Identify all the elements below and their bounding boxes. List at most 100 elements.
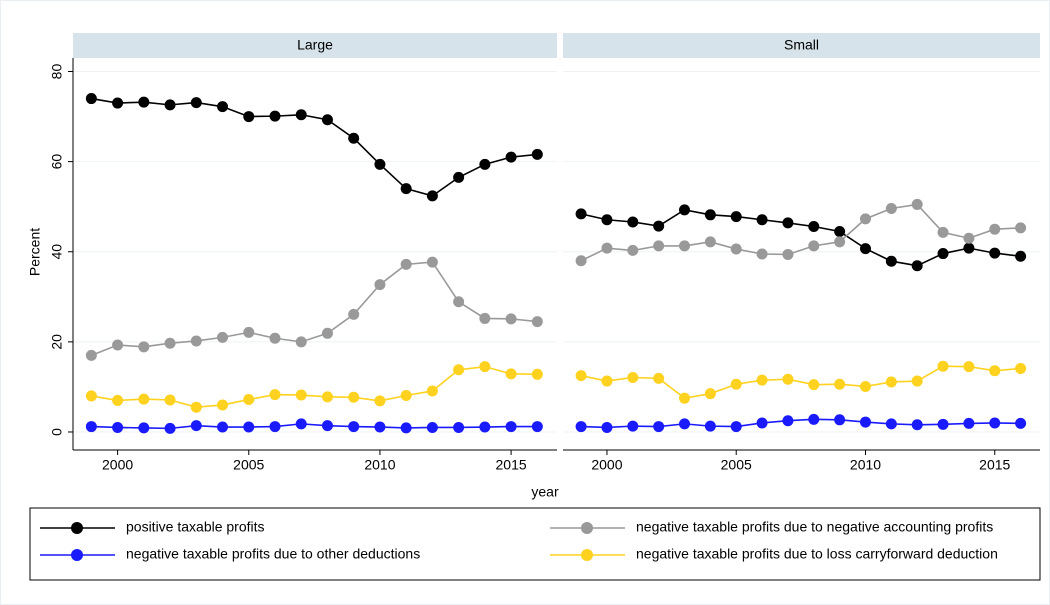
data-point (348, 308, 360, 320)
data-point (911, 419, 923, 431)
data-point (885, 202, 897, 214)
x-tick-label: 2000 (591, 457, 622, 473)
data-point (1015, 222, 1027, 234)
data-point (269, 332, 281, 344)
data-point (321, 391, 333, 403)
data-point (400, 422, 412, 434)
data-point (704, 420, 716, 432)
data-point (85, 349, 97, 361)
panel-header (563, 33, 1040, 58)
legend-marker (71, 549, 83, 561)
legend-label: negative taxable profits due to negative… (636, 519, 993, 535)
data-point (601, 242, 613, 254)
data-point (243, 326, 255, 338)
data-point (505, 368, 517, 380)
x-tick-label: 2010 (850, 457, 881, 473)
x-axis-label: year (531, 484, 559, 500)
data-point (321, 420, 333, 432)
data-point (885, 376, 897, 388)
data-point (859, 380, 871, 392)
y-tick-label: 20 (49, 334, 65, 350)
data-point (295, 389, 307, 401)
data-point (269, 389, 281, 401)
data-point (963, 361, 975, 373)
data-point (505, 151, 517, 163)
data-point (295, 336, 307, 348)
data-point (963, 232, 975, 244)
data-point (453, 364, 465, 376)
data-point (704, 236, 716, 248)
data-point (808, 240, 820, 252)
data-point (834, 414, 846, 426)
data-point (601, 214, 613, 226)
data-point (269, 421, 281, 433)
data-point (575, 421, 587, 433)
data-point (217, 399, 229, 411)
legend-box (29, 507, 1041, 581)
data-point (112, 394, 124, 406)
data-point (426, 190, 438, 202)
data-point (679, 418, 691, 430)
data-point (138, 96, 150, 108)
legend-label: negative taxable profits due to other de… (126, 546, 420, 562)
data-point (400, 258, 412, 270)
data-point (911, 198, 923, 210)
data-point (426, 385, 438, 397)
data-point (859, 416, 871, 428)
data-point (782, 217, 794, 229)
y-tick-label: 80 (49, 64, 65, 80)
data-point (1015, 417, 1027, 429)
data-point (479, 312, 491, 324)
data-point (653, 240, 665, 252)
data-point (85, 93, 97, 105)
data-point (217, 421, 229, 433)
x-tick-label: 2000 (102, 457, 133, 473)
data-point (85, 421, 97, 433)
data-point (112, 421, 124, 433)
data-point (400, 183, 412, 195)
data-point (1015, 250, 1027, 262)
data-point (348, 421, 360, 433)
y-tick-label: 60 (49, 154, 65, 170)
data-point (911, 260, 923, 272)
data-point (756, 417, 768, 429)
legend-marker (581, 549, 593, 561)
data-point (243, 421, 255, 433)
x-tick-label: 2005 (721, 457, 752, 473)
data-point (1015, 362, 1027, 374)
x-tick-label: 2015 (979, 457, 1010, 473)
data-point (426, 421, 438, 433)
data-point (730, 421, 742, 433)
data-point (400, 389, 412, 401)
data-point (989, 223, 1001, 235)
data-point (834, 236, 846, 248)
data-point (217, 331, 229, 343)
data-point (627, 216, 639, 228)
data-point (756, 374, 768, 386)
y-axis-label: Percent (27, 228, 43, 276)
data-point (859, 213, 871, 225)
data-point (963, 417, 975, 429)
data-point (190, 401, 202, 413)
legend-marker (581, 522, 593, 534)
data-point (834, 225, 846, 237)
data-point (505, 313, 517, 325)
data-point (601, 375, 613, 387)
data-point (989, 247, 1001, 259)
data-point (295, 418, 307, 430)
legend-label: positive taxable profits (126, 519, 265, 535)
data-point (243, 394, 255, 406)
data-point (164, 394, 176, 406)
y-tick-label: 40 (49, 244, 65, 260)
data-point (627, 244, 639, 256)
data-point (679, 392, 691, 404)
data-point (479, 361, 491, 373)
data-point (348, 391, 360, 403)
data-point (531, 148, 543, 160)
data-point (808, 379, 820, 391)
data-point (730, 378, 742, 390)
data-point (756, 214, 768, 226)
data-point (885, 255, 897, 267)
